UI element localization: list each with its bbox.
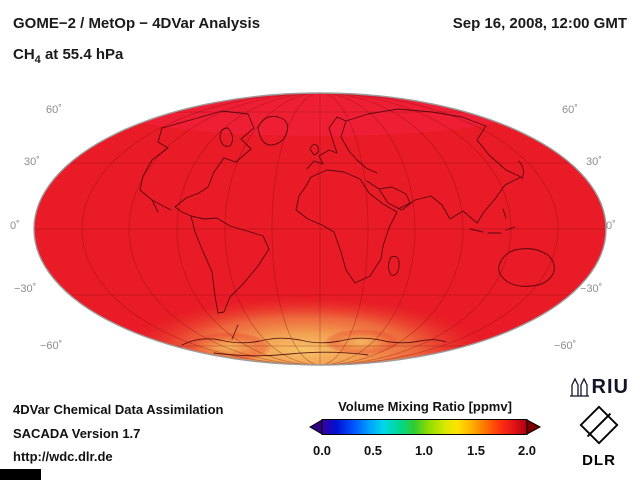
plot-datetime: Sep 16, 2008, 12:00 GMT [452,15,627,32]
coast-hudson-bay [219,127,233,147]
plot-title: GOME−2 / MetOp − 4DVar Analysis [13,15,261,32]
coast-asia-north-east [345,108,522,224]
coast-indonesia [469,226,516,234]
map-field-fill [34,93,606,365]
lat-label-right-30: 30˚ [586,156,602,168]
colorbar-gradient-bar [321,419,528,435]
riu-cathedral-icon [569,377,589,397]
coast-greenland [257,116,289,146]
north-polar-tint [105,93,535,136]
antarctic-anomaly-spot-east [324,329,400,355]
corner-mark [0,469,41,480]
dlr-logo: DLR [574,404,624,469]
colorbar-left-arrow [309,419,323,435]
lat-label-right-m30: −30˚ [580,283,603,295]
lat-label-left-m60: −60˚ [40,340,63,352]
lat-label-right-0: 0˚ [606,220,616,232]
coast-north-america-east [161,110,255,217]
map-outline-ellipse [33,92,607,366]
lat-label-left-30: 30˚ [24,156,40,168]
coast-europe [306,116,378,174]
colorbar-tick-2: 1.0 [414,443,434,458]
coast-antarctic-peninsula [231,324,239,340]
coast-philippines [502,208,507,219]
riu-logo: RIU [569,377,629,397]
subtitle-subscript: 4 [34,54,41,66]
coast-south-asia [366,180,478,224]
graticule [34,93,606,365]
coast-australia [498,248,555,287]
lat-label-right-m60: −60˚ [554,340,577,352]
colorbar-tick-1: 0.5 [363,443,383,458]
coast-antarctica [181,337,447,346]
coast-antarctica-inner [213,351,369,357]
plot-subtitle: CH4 at 55.4 hPa [13,46,123,66]
lat-label-left-0: 0˚ [10,220,20,232]
coastlines [139,108,555,357]
colorbar [309,419,541,435]
coast-africa [295,169,398,284]
coast-madagascar [388,255,400,276]
footer-assimilation-line: 4DVar Chemical Data Assimilation [13,402,224,417]
subtitle-species: CH [13,46,35,63]
colorbar-title: Volume Mixing Ratio [ppmv] [338,399,512,414]
coast-baja [151,199,159,213]
lat-label-right-60: 60˚ [562,104,578,116]
colorbar-right-arrow [526,419,541,435]
colorbar-tick-4: 2.0 [517,443,537,458]
coast-north-america-west [139,127,172,211]
colorbar-tick-0: 0.0 [312,443,332,458]
subtitle-level: at 55.4 hPa [40,46,124,63]
lat-label-left-m30: −30˚ [14,283,37,295]
colorbar-tick-3: 1.5 [466,443,486,458]
antarctic-low-ch4-region [120,295,490,365]
footer-url: http://wdc.dlr.de [13,449,113,464]
coast-japan [518,160,524,180]
dlr-logo-text: DLR [582,452,616,469]
coast-arabia [378,186,411,210]
coast-south-america [190,215,270,314]
coast-britain [309,144,319,156]
dlr-emblem-icon [579,405,619,445]
lat-label-left-60: 60˚ [46,104,62,116]
footer-version-line: SACADA Version 1.7 [13,426,141,441]
riu-logo-text: RIU [591,376,629,398]
